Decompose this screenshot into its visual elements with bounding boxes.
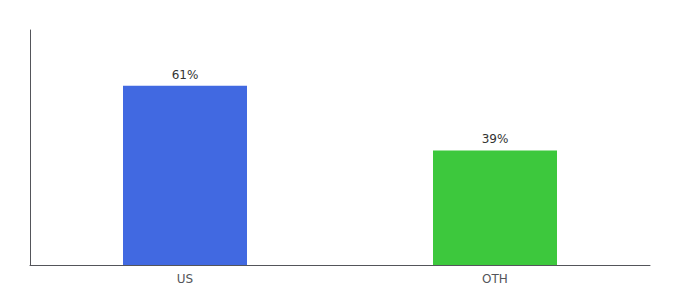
svg-text:61%: 61% [172,68,199,82]
svg-text:OTH: OTH [482,272,508,286]
svg-text:US: US [177,272,193,286]
svg-text:39%: 39% [482,132,509,146]
